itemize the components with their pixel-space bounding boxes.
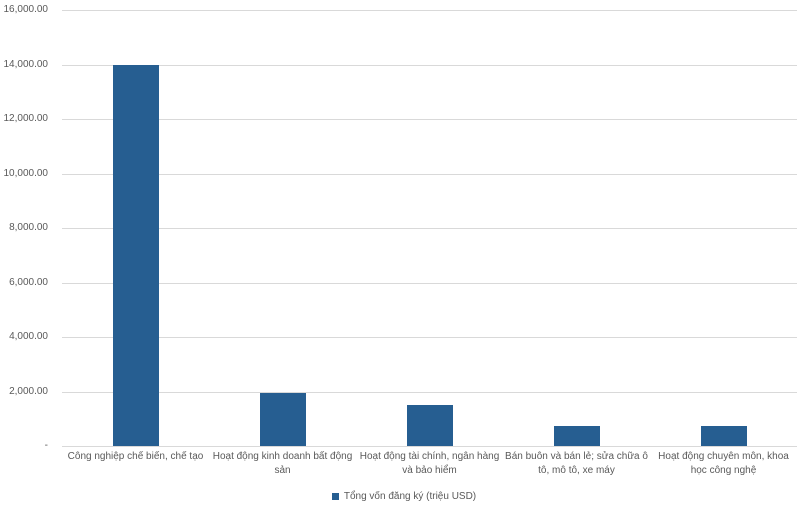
gridline bbox=[62, 391, 797, 393]
y-axis-tick-label: 16,000.00 bbox=[3, 4, 49, 15]
y-axis-tick-label: 4,000.00 bbox=[9, 331, 48, 342]
gridline bbox=[62, 64, 797, 66]
gridline bbox=[62, 337, 797, 338]
x-axis-category-label: Công nghiệp chế biến, chế tạo bbox=[67, 451, 204, 462]
gridline bbox=[62, 446, 797, 447]
y-axis-tick-label: 2,000.00 bbox=[9, 385, 48, 397]
bar-0 bbox=[112, 65, 159, 446]
y-axis-tick-label: 6,000.00 bbox=[9, 276, 48, 288]
legend-label: Tổng vốn đăng ký (triệu USD) bbox=[343, 491, 477, 502]
gridline bbox=[62, 10, 797, 11]
gridline bbox=[62, 282, 797, 284]
legend: Tổng vốn đăng ký (triệu USD) bbox=[0, 491, 808, 502]
x-axis-category-label: Bán buôn và bán lẻ; sửa chữa ô tô, mô tô… bbox=[505, 451, 648, 476]
x-axis-category-label: Hoạt động kinh doanh bất động sản bbox=[212, 451, 353, 476]
gridline bbox=[62, 173, 797, 175]
x-axis-category-label: Hoạt động tài chính, ngân hàng và bảo hi… bbox=[359, 451, 500, 476]
x-axis-category-label: Hoạt động chuyên môn, khoa học công nghệ bbox=[658, 451, 789, 476]
legend-marker-icon bbox=[331, 493, 339, 500]
gridline bbox=[62, 119, 797, 120]
y-axis-tick-label: 12,000.00 bbox=[3, 113, 49, 124]
bar-1 bbox=[259, 393, 306, 446]
y-axis-tick-label: 8,000.00 bbox=[9, 222, 48, 233]
gridline bbox=[62, 228, 797, 229]
bar-4 bbox=[700, 425, 747, 446]
bar-2 bbox=[406, 404, 453, 446]
bar-3 bbox=[553, 425, 600, 446]
y-axis-tick-label: 14,000.00 bbox=[3, 58, 49, 70]
y-axis-tick-label: 10,000.00 bbox=[3, 167, 49, 179]
y-axis-tick-label: - bbox=[44, 440, 48, 451]
